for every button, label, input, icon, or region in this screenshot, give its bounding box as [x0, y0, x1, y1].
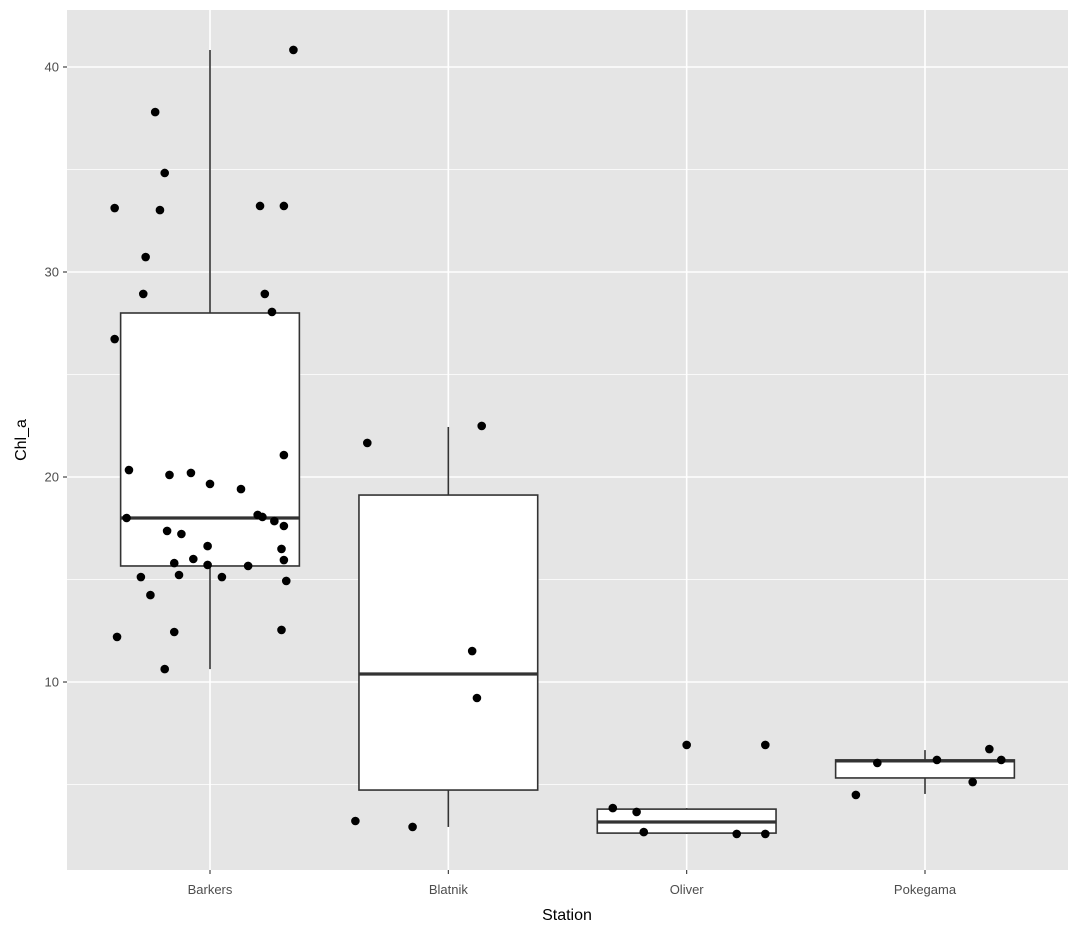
- data-point: [112, 632, 122, 642]
- data-point: [279, 201, 289, 211]
- jitter-points: [110, 45, 1006, 839]
- data-point: [363, 438, 372, 448]
- y-tick-label: 30: [45, 264, 59, 279]
- data-point: [189, 554, 198, 564]
- data-point: [467, 646, 477, 656]
- data-point: [110, 334, 119, 344]
- data-point: [255, 201, 265, 211]
- data-point: [277, 544, 286, 554]
- y-tick-label: 10: [45, 675, 59, 690]
- data-point: [150, 107, 160, 117]
- data-point: [279, 450, 289, 460]
- data-point: [186, 468, 196, 478]
- boxes: [119, 49, 1016, 834]
- x-tick-label: Oliver: [670, 882, 705, 897]
- data-point: [146, 590, 155, 600]
- data-point: [205, 479, 215, 489]
- data-point: [682, 740, 691, 750]
- data-point: [174, 570, 184, 580]
- x-tick-label: Pokegama: [894, 882, 957, 897]
- box-oliver: [596, 808, 777, 834]
- data-point: [639, 827, 649, 837]
- data-point: [279, 555, 289, 565]
- data-point: [472, 693, 482, 703]
- data-point: [136, 572, 146, 582]
- box-barkers: [119, 49, 301, 670]
- data-point: [351, 816, 360, 826]
- data-point: [110, 203, 119, 213]
- data-point: [165, 470, 174, 480]
- data-point: [761, 829, 770, 839]
- data-point: [160, 664, 170, 674]
- x-tick-label: Blatnik: [429, 882, 469, 897]
- data-point: [217, 572, 227, 582]
- data-point: [141, 252, 150, 262]
- data-point: [138, 289, 148, 299]
- data-point: [260, 289, 270, 299]
- data-point: [985, 744, 994, 754]
- data-point: [236, 484, 246, 494]
- data-point: [270, 516, 279, 526]
- data-point: [968, 777, 977, 787]
- data-point: [996, 755, 1006, 765]
- y-tick-label: 40: [45, 59, 59, 74]
- data-point: [851, 790, 861, 800]
- data-point: [122, 513, 131, 523]
- data-point: [608, 803, 618, 813]
- data-point: [408, 822, 417, 832]
- data-point: [258, 512, 267, 522]
- data-point: [203, 560, 212, 570]
- data-point: [267, 307, 277, 317]
- box-iqr: [119, 312, 301, 567]
- data-point: [477, 421, 487, 431]
- data-point: [169, 627, 179, 637]
- box-iqr: [358, 494, 539, 791]
- data-point: [169, 558, 179, 568]
- data-point: [124, 465, 134, 475]
- y-axis-title: Chl_a: [13, 419, 30, 461]
- y-tick-label: 20: [45, 470, 59, 485]
- data-point: [243, 561, 253, 571]
- data-point: [177, 529, 186, 539]
- box-iqr: [834, 759, 1016, 779]
- data-point: [160, 168, 170, 178]
- data-point: [203, 541, 212, 551]
- x-axis-title: Station: [542, 907, 592, 924]
- data-point: [932, 755, 942, 765]
- axes: 10 20 30 40 Barkers Blatnik Oliver Pokegama: [45, 59, 957, 897]
- data-point: [279, 521, 289, 531]
- data-point: [732, 829, 742, 839]
- data-point: [162, 526, 172, 536]
- data-point: [632, 807, 641, 817]
- data-point: [289, 45, 298, 55]
- data-point: [281, 576, 291, 586]
- data-point: [873, 758, 882, 768]
- data-point: [155, 205, 165, 215]
- data-point: [761, 740, 770, 750]
- x-tick-label: Barkers: [188, 882, 233, 897]
- data-point: [277, 625, 286, 635]
- box-blatnik: [358, 426, 539, 827]
